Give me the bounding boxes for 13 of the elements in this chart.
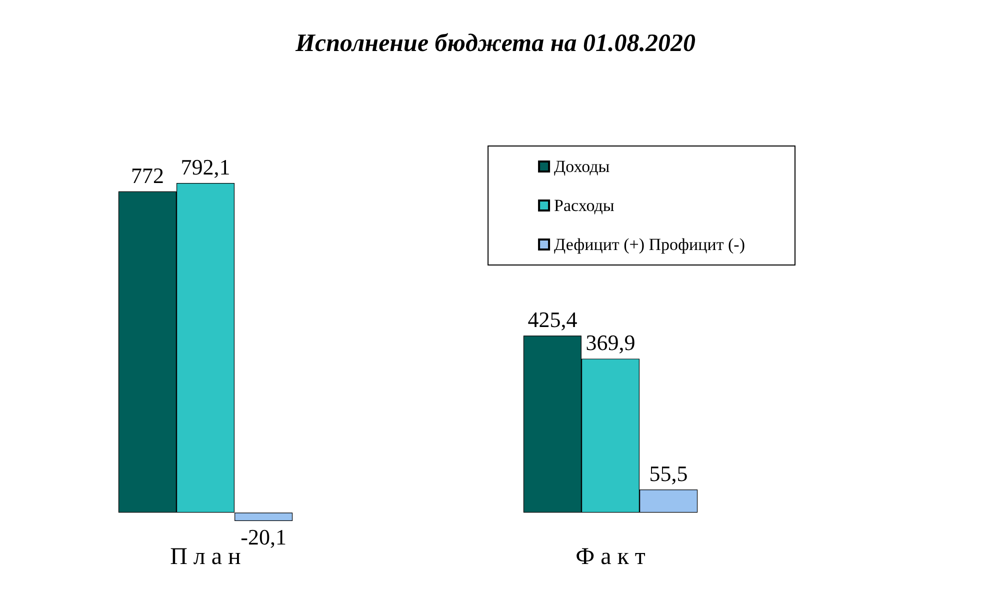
bar <box>234 512 293 521</box>
data-label: 55,5 <box>649 461 688 486</box>
data-label: 425,4 <box>528 307 578 332</box>
data-label: -20,1 <box>240 524 286 550</box>
data-label: 369,9 <box>586 330 636 356</box>
legend-label: Доходы <box>554 157 610 176</box>
legend-label: Дефицит (+) Профицит (-) <box>554 235 745 254</box>
data-label: 792,1 <box>180 154 230 180</box>
chart-title: Исполнение бюджета на 01.08.2020 <box>294 30 696 57</box>
legend-label: Расходы <box>554 196 615 215</box>
x-tick-label: П л а н <box>170 544 242 570</box>
x-tick-label: Ф а к т <box>576 544 646 570</box>
data-label: 772 <box>130 162 164 188</box>
